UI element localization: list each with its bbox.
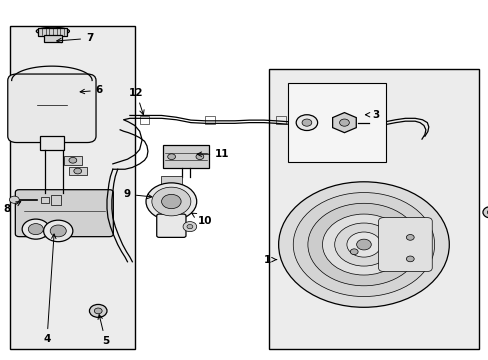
Circle shape [482,207,488,218]
Circle shape [196,154,203,159]
Circle shape [183,222,196,231]
Circle shape [349,249,357,255]
FancyBboxPatch shape [157,214,185,237]
Circle shape [307,203,419,286]
Circle shape [146,183,196,220]
Bar [10,26,135,348]
Circle shape [334,223,392,266]
Circle shape [406,256,413,262]
Circle shape [346,232,380,257]
Circle shape [89,305,107,318]
FancyBboxPatch shape [378,218,431,271]
Text: 3: 3 [365,110,379,120]
Circle shape [94,308,102,314]
Text: 2: 2 [0,359,1,360]
Text: 4: 4 [43,234,56,344]
Circle shape [406,234,413,240]
Circle shape [293,193,434,297]
Bar [44,35,61,42]
Bar [64,156,81,165]
Bar [205,116,215,124]
Circle shape [339,119,348,126]
Circle shape [356,239,370,250]
Circle shape [74,168,81,174]
FancyBboxPatch shape [8,74,96,143]
Text: 5: 5 [98,315,109,346]
Text: 11: 11 [197,149,229,159]
Text: 9: 9 [123,189,152,199]
Circle shape [487,210,488,215]
Bar [163,145,209,168]
Bar [140,116,149,124]
Text: 1: 1 [263,255,276,265]
Circle shape [161,194,181,209]
Bar [38,28,67,36]
Circle shape [322,214,405,275]
Bar [40,136,64,150]
FancyBboxPatch shape [15,190,113,237]
Circle shape [28,224,43,235]
Circle shape [69,157,77,163]
Bar [268,69,478,348]
Circle shape [302,119,311,126]
Circle shape [22,219,49,239]
Circle shape [296,115,317,131]
Bar [41,197,49,203]
Ellipse shape [36,27,69,35]
Text: 8: 8 [3,202,20,215]
Circle shape [278,182,448,307]
Text: 7: 7 [57,33,93,43]
Bar [276,116,285,124]
Circle shape [152,187,190,216]
Bar [51,195,61,205]
Circle shape [50,225,66,237]
Text: 6: 6 [80,85,103,95]
Text: 12: 12 [129,87,144,114]
Circle shape [186,225,192,229]
Bar [160,176,182,185]
Bar [288,83,385,162]
Circle shape [43,220,73,242]
Text: 10: 10 [191,213,212,226]
Bar [69,167,86,175]
Circle shape [167,154,175,159]
Circle shape [9,196,19,203]
